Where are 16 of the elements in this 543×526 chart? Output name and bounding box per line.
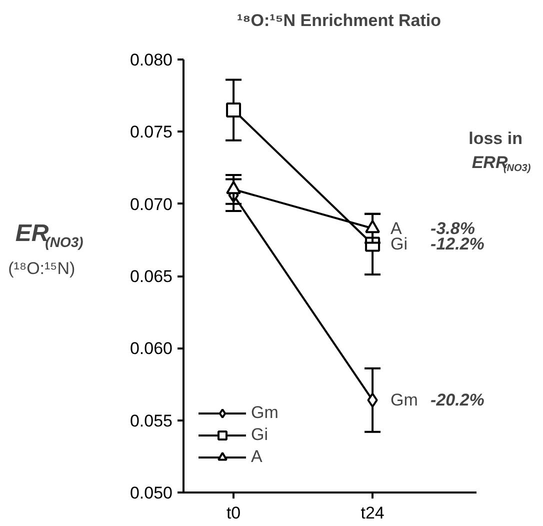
legend-label: Gm: [251, 403, 278, 423]
legend-label: A: [251, 447, 264, 467]
annotation: -20.2%: [430, 390, 484, 410]
y-tick-label: 0.050: [130, 484, 173, 502]
y-tick-label: 0.075: [130, 122, 173, 142]
y-tick-label: 0.060: [130, 339, 173, 358]
x-tick-label: t0: [226, 504, 241, 522]
legend-label: Gi: [251, 425, 269, 445]
y-tick-label: 0.070: [130, 194, 173, 214]
x-tick-label: t24: [360, 504, 384, 522]
annotation: Gm: [390, 390, 418, 410]
y-tick-label: 0.080: [130, 50, 173, 70]
y-tick-label: 0.055: [130, 411, 173, 430]
chart-title: ¹⁸O:¹⁵N Enrichment Ratio: [237, 11, 441, 30]
y-tick-label: 0.065: [130, 267, 173, 286]
point: [226, 102, 242, 118]
